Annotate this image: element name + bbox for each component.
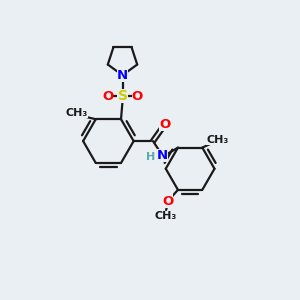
Text: O: O [102, 89, 113, 103]
Text: CH₃: CH₃ [155, 211, 177, 221]
Text: CH₃: CH₃ [65, 108, 88, 118]
Text: N: N [117, 69, 128, 82]
Text: O: O [159, 118, 170, 131]
Text: N: N [156, 149, 167, 162]
Text: O: O [162, 195, 173, 208]
Text: H: H [146, 152, 155, 162]
Text: S: S [118, 89, 128, 103]
Text: CH₃: CH₃ [206, 135, 228, 145]
Text: O: O [132, 89, 143, 103]
